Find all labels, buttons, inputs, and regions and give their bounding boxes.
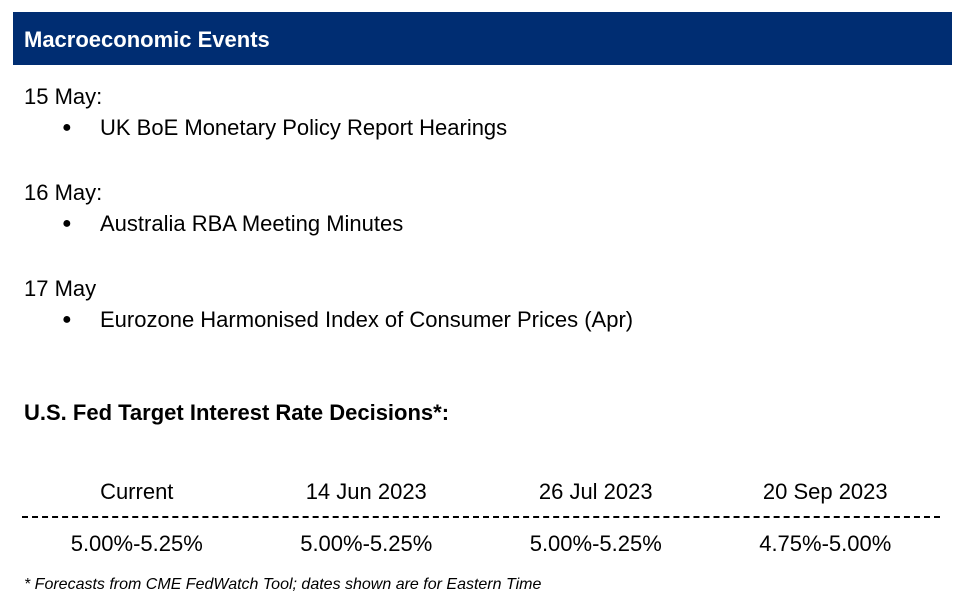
event-date: 17 May xyxy=(24,276,97,301)
event-date: 15 May: xyxy=(24,84,103,109)
event-group: 17 May ● Eurozone Harmonised Index of Co… xyxy=(24,274,924,370)
event-items: ● Australia RBA Meeting Minutes xyxy=(24,208,924,240)
event-item: ● Australia RBA Meeting Minutes xyxy=(24,208,924,240)
events-list: 15 May: ● UK BoE Monetary Policy Report … xyxy=(24,82,924,370)
rate-value: 4.75%-5.00% xyxy=(759,531,892,556)
table-header-row: Current 14 Jun 2023 26 Jul 2023 20 Sep 2… xyxy=(22,470,940,514)
table-row: 5.00%-5.25% 5.00%-5.25% 5.00%-5.25% 4.75… xyxy=(22,518,940,570)
event-item-text: UK BoE Monetary Policy Report Hearings xyxy=(100,115,508,140)
fed-rates-heading: U.S. Fed Target Interest Rate Decisions*… xyxy=(24,400,450,425)
event-item: ● UK BoE Monetary Policy Report Hearings xyxy=(24,112,924,144)
event-date: 16 May: xyxy=(24,180,103,205)
event-items: ● Eurozone Harmonised Index of Consumer … xyxy=(24,304,924,336)
event-item: ● Eurozone Harmonised Index of Consumer … xyxy=(24,304,924,336)
column-header: Current xyxy=(100,479,174,504)
table-divider xyxy=(22,516,940,518)
column-header: 26 Jul 2023 xyxy=(538,479,653,504)
event-group: 16 May: ● Australia RBA Meeting Minutes xyxy=(24,178,924,274)
fed-rates-table: Current 14 Jun 2023 26 Jul 2023 20 Sep 2… xyxy=(22,470,940,570)
event-items: ● UK BoE Monetary Policy Report Hearings xyxy=(24,112,924,144)
rate-value: 5.00%-5.25% xyxy=(300,531,433,556)
footnote: * Forecasts from CME FedWatch Tool; date… xyxy=(24,576,542,593)
event-item-text: Australia RBA Meeting Minutes xyxy=(100,211,404,236)
section-header: Macroeconomic Events xyxy=(13,12,952,65)
bullet-icon: ● xyxy=(62,119,72,136)
event-group: 15 May: ● UK BoE Monetary Policy Report … xyxy=(24,82,924,178)
section-title: Macroeconomic Events xyxy=(24,26,270,52)
event-item-text: Eurozone Harmonised Index of Consumer Pr… xyxy=(100,307,634,332)
bullet-icon: ● xyxy=(62,311,72,328)
column-header: 14 Jun 2023 xyxy=(305,479,427,504)
column-header: 20 Sep 2023 xyxy=(762,479,888,504)
rate-value: 5.00%-5.25% xyxy=(529,531,662,556)
rate-value: 5.00%-5.25% xyxy=(70,531,203,556)
bullet-icon: ● xyxy=(62,215,72,232)
